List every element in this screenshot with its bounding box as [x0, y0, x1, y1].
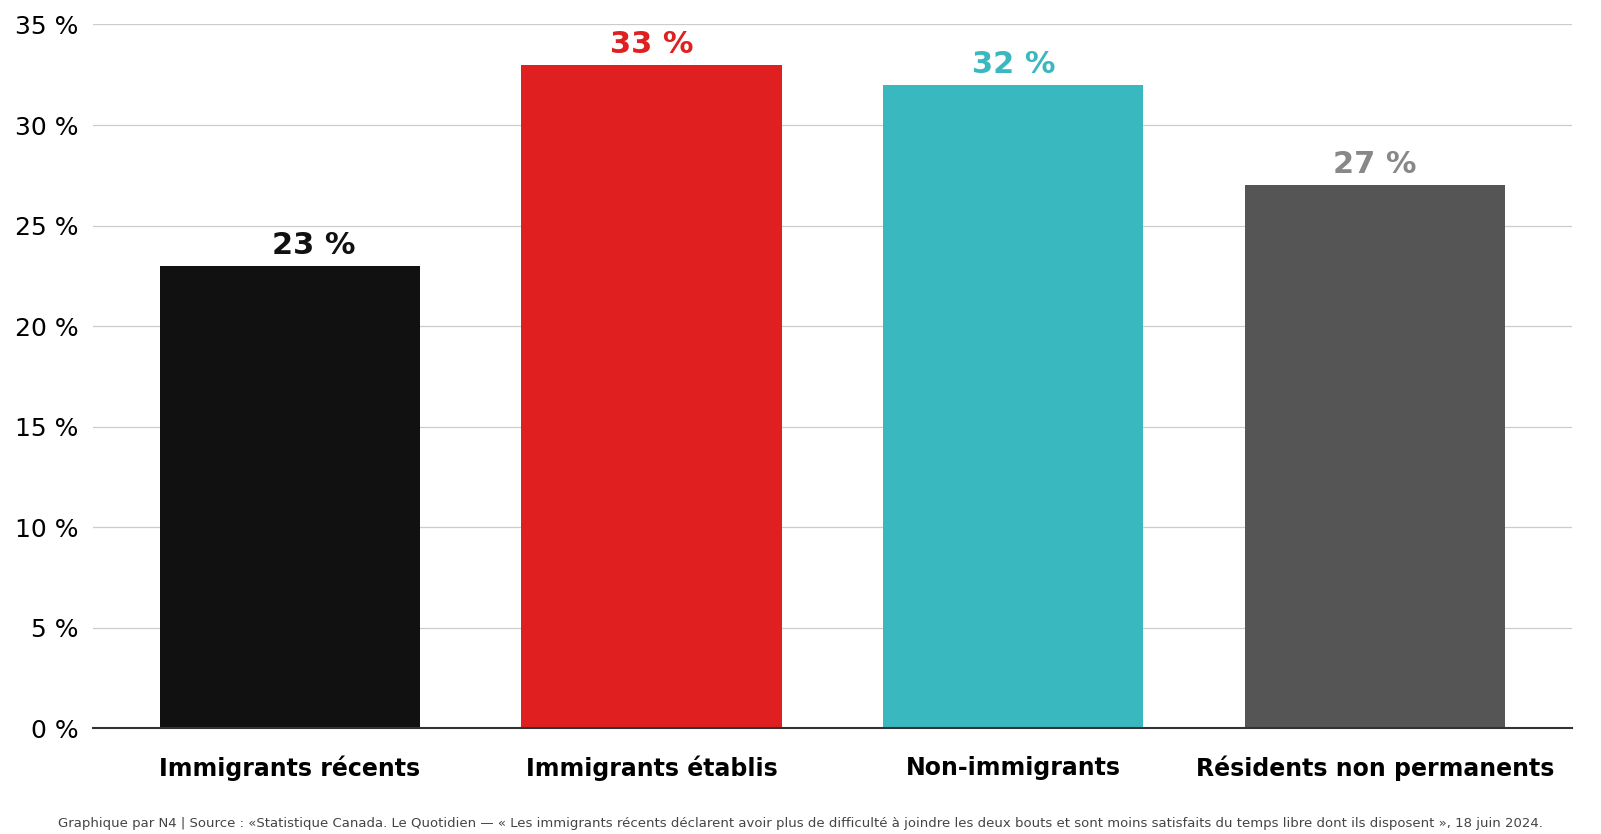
Bar	[160, 266, 419, 728]
Text: 27 %: 27 %	[1334, 150, 1417, 179]
Bar	[1244, 185, 1505, 728]
Text: 32 %: 32 %	[972, 50, 1055, 78]
Text: Graphique par N4 | Source : «Statistique Canada. Le Quotidien — « Les immigrants: Graphique par N4 | Source : «Statistique…	[58, 816, 1543, 830]
Bar	[522, 65, 781, 728]
Bar	[884, 85, 1143, 728]
Text: 23 %: 23 %	[272, 231, 355, 259]
Text: 33 %: 33 %	[610, 30, 693, 58]
